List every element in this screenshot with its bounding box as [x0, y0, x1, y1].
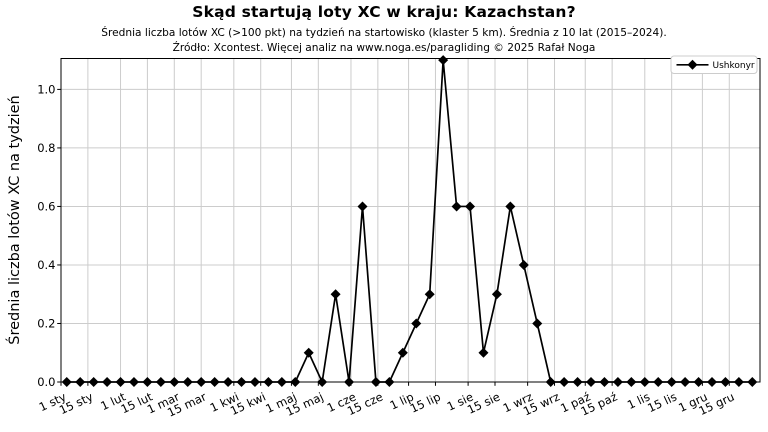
- chart-title: Skąd startują loty XC w kraju: Kazachsta…: [192, 3, 576, 21]
- data-point-marker: [693, 377, 704, 387]
- data-point-marker: [559, 377, 570, 387]
- y-axis-label: Średnia liczba lotów XC na tydzień: [5, 95, 23, 344]
- y-tick-label: 0.6: [37, 199, 55, 213]
- data-point-marker: [666, 377, 677, 387]
- data-point-marker: [317, 377, 328, 387]
- data-point-marker: [236, 377, 247, 387]
- data-point-marker: [209, 377, 220, 387]
- x-tick-label: 15 lip: [408, 390, 443, 416]
- y-tick-label: 0.2: [37, 316, 55, 330]
- data-point-marker: [169, 377, 180, 387]
- data-point-marker: [478, 347, 489, 358]
- data-point-marker: [720, 377, 731, 387]
- data-point-marker: [397, 347, 408, 358]
- data-point-marker: [344, 377, 355, 387]
- legend-diamond-icon: [687, 59, 698, 70]
- data-point-marker: [424, 289, 435, 300]
- series-line: [65, 59, 754, 383]
- data-point-marker: [545, 377, 556, 387]
- data-point-marker: [680, 377, 691, 387]
- data-point-marker: [653, 377, 664, 387]
- data-point-marker: [115, 377, 126, 387]
- data-point-marker: [196, 377, 207, 387]
- y-tick-label: 0.0: [37, 375, 55, 389]
- plot-border: [60, 58, 761, 383]
- data-point-marker: [599, 377, 610, 387]
- data-point-marker: [518, 259, 529, 270]
- data-point-marker: [532, 318, 543, 329]
- data-point-marker: [586, 377, 597, 387]
- data-point-marker: [706, 377, 717, 387]
- data-point-marker: [182, 377, 193, 387]
- data-point-marker: [491, 289, 502, 300]
- data-point-marker: [223, 377, 234, 387]
- legend: Ushkonyr: [670, 55, 758, 74]
- grid-layer: [61, 58, 760, 382]
- data-point-marker: [330, 289, 341, 300]
- data-point-marker: [155, 377, 166, 387]
- data-point-marker: [290, 377, 301, 387]
- chart-subtitle: Średnia liczba lotów XC (>100 pkt) na ty…: [101, 27, 667, 39]
- data-point-marker: [384, 377, 395, 387]
- data-point-marker: [88, 377, 99, 387]
- data-point-marker: [128, 377, 139, 387]
- data-point-marker: [451, 201, 462, 212]
- data-point-marker: [747, 377, 758, 387]
- data-point-marker: [612, 377, 623, 387]
- data-point-marker: [626, 377, 637, 387]
- data-point-marker: [733, 377, 744, 387]
- series-layer: [61, 55, 758, 387]
- data-point-marker: [465, 201, 476, 212]
- y-tick-label: 0.4: [37, 258, 55, 272]
- legend-label: Ushkonyr: [713, 61, 755, 71]
- data-point-marker: [572, 377, 583, 387]
- data-point-marker: [263, 377, 274, 387]
- data-point-marker: [102, 377, 113, 387]
- x-tick-label: 15 lis: [645, 390, 679, 416]
- data-point-marker: [438, 55, 449, 66]
- data-point-marker: [61, 377, 72, 387]
- data-point-marker: [75, 377, 86, 387]
- data-point-marker: [303, 347, 314, 358]
- data-point-marker: [505, 201, 516, 212]
- data-point-marker: [411, 318, 422, 329]
- data-point-marker: [370, 377, 381, 387]
- y-tick-label: 0.8: [37, 141, 55, 155]
- data-point-marker: [276, 377, 287, 387]
- data-point-marker: [142, 377, 153, 387]
- y-tick-label: 1.0: [37, 82, 55, 96]
- data-point-marker: [639, 377, 650, 387]
- chart-source-note: Źródło: Xcontest. Więcej analiz na www.n…: [172, 42, 596, 54]
- data-point-marker: [357, 201, 368, 212]
- data-point-marker: [249, 377, 260, 387]
